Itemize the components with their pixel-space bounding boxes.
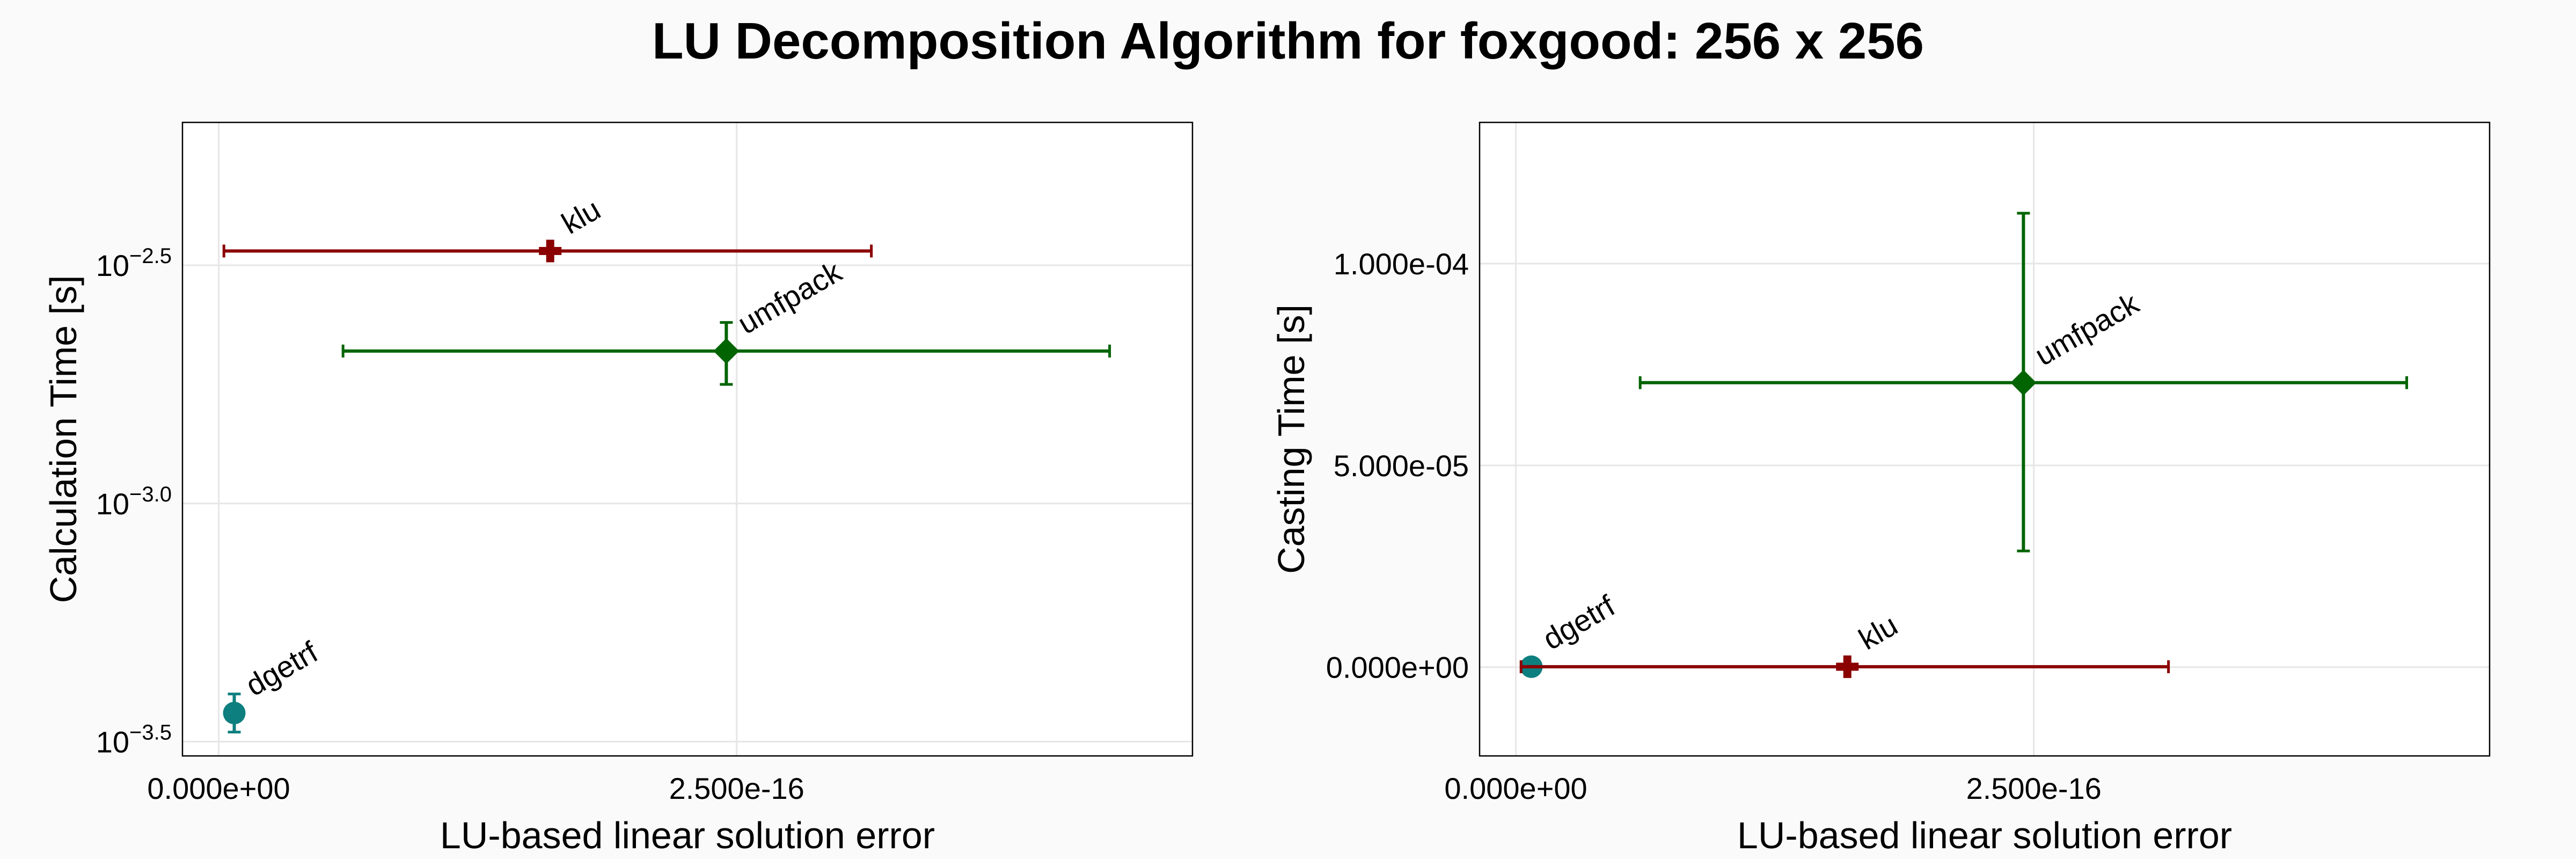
marker-circle: [223, 702, 246, 725]
figure-title: LU Decomposition Algorithm for foxgood: …: [652, 12, 1924, 70]
plot-frame: [1479, 121, 2491, 757]
x-axis-label: LU-based linear solution error: [440, 814, 935, 856]
marker-cross: [539, 239, 562, 263]
marker-diamond: [713, 338, 740, 364]
plot-area: [182, 122, 1192, 756]
y-tick-label: 10−2.5: [96, 244, 172, 282]
plot-frame: [181, 121, 1194, 757]
marker-diamond: [2010, 369, 2037, 396]
x-tick-label: 0.000e+00: [1444, 771, 1587, 805]
y-axis-label: Casting Time [s]: [1270, 304, 1312, 574]
y-tick-label: 1.000e-04: [1334, 247, 1469, 281]
marker-cross: [1836, 655, 1859, 678]
x-axis-label: LU-based linear solution error: [1737, 814, 2232, 856]
y-axis-label: Calculation Time [s]: [42, 275, 84, 603]
x-tick-label: 2.500e-16: [669, 771, 804, 805]
chart-panel-1: 0.000e+00 2.500e-16 10−3.5 10−3.0 10−2.5 LU-b…: [42, 121, 1194, 856]
y-tick-label: 5.000e-05: [1334, 449, 1469, 483]
y-tick-label: 0.000e+00: [1326, 651, 1469, 685]
plot-area: [1480, 122, 2490, 756]
y-tick-label: 10−3.5: [96, 720, 172, 759]
y-tick-label: 10−3.0: [96, 483, 172, 521]
chart-panel-2: 0.000e+00 2.500e-16 0.000e+00 5.000e-05 1.00…: [1270, 121, 2491, 856]
x-tick-label: 2.500e-16: [1966, 771, 2102, 805]
x-tick-label: 0.000e+00: [147, 771, 290, 805]
